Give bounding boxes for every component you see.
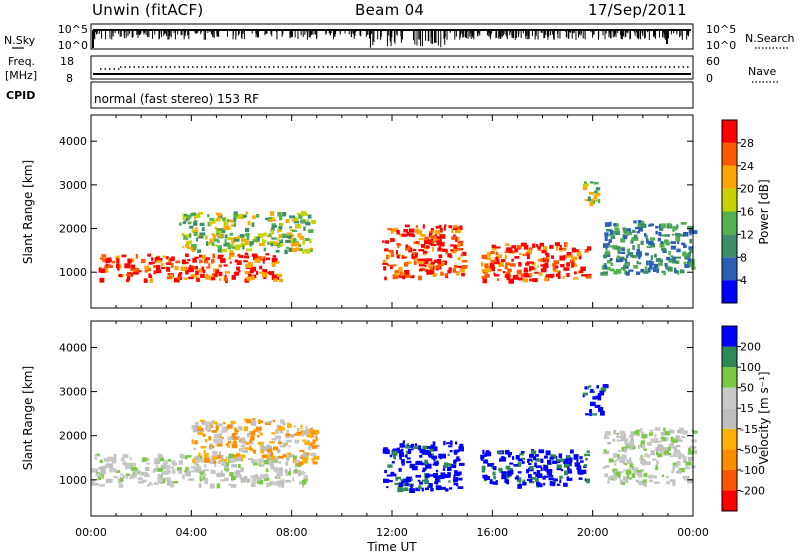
power-heatmap [98, 181, 698, 284]
cpid-label: CPID [6, 89, 35, 102]
freq-label: Freq. [8, 55, 35, 68]
nsky-tick-high: 10^5 [58, 23, 88, 36]
y-tick-label: 3000 [59, 179, 87, 192]
colorbar-tick-label: -100 [740, 464, 765, 477]
heatmap-region [382, 440, 465, 493]
nave-label: Nave [748, 65, 776, 78]
velocity-colorbar-label: Velocity [m s⁻¹] [757, 371, 771, 464]
colorbar-swatch [722, 211, 737, 235]
colorbar-tick-label: 4 [740, 274, 747, 287]
heatmap-region [191, 418, 320, 467]
nave-tick-low: 0 [706, 72, 713, 85]
nsearch-label: N.Search [745, 32, 795, 45]
x-tick-label: 04:00 [175, 526, 207, 539]
y-tick-label: 1000 [59, 474, 87, 487]
colorbar-tick-label: 100 [740, 361, 761, 374]
cpid-panel: CPID normal (fast stereo) 153 RF [6, 81, 694, 109]
nsky-label: N.Sky [4, 34, 36, 47]
colorbar-swatch [722, 188, 737, 212]
freq-panel: Freq. [MHz] 18 8 60 0 Nave [5, 55, 778, 85]
y-tick-label: 4000 [59, 135, 87, 148]
colorbar-swatch [722, 346, 737, 368]
colorbar-swatch [722, 449, 737, 470]
colorbar-swatch [722, 387, 737, 409]
velocity-ylabel: Slant Range [km] [21, 366, 35, 470]
colorbar-swatch [722, 408, 737, 429]
y-tick-label: 4000 [59, 341, 87, 354]
freq-tick-high: 18 [60, 55, 74, 68]
time-axis-title: Time UT [366, 540, 417, 554]
power-panel: 1000 2000 3000 4000 Slant Range [km] 4 8 12 16… [21, 114, 771, 309]
colorbar-swatch [722, 428, 737, 450]
heatmap-region [179, 211, 316, 255]
y-tick-label: 2000 [59, 430, 87, 443]
beam-title: Beam 04 [355, 1, 425, 19]
colorbar-swatch [722, 120, 737, 143]
colorbar-tick-label: 15 [740, 402, 754, 415]
colorbar-swatch [722, 280, 737, 303]
time-axis-labels: 00:00 04:00 08:00 12:00 16:00 20:00 00:00 [75, 526, 709, 539]
colorbar-swatch [722, 490, 737, 511]
y-tick-label: 1000 [59, 266, 87, 279]
heatmap-region [582, 181, 601, 207]
velocity-colorbar: -200 -100 -50 -15 15 50 100 200 [721, 325, 765, 512]
colorbar-tick-label: -15 [740, 423, 758, 436]
freq-unit: [MHz] [5, 69, 37, 82]
x-tick-label: 00:00 [677, 526, 709, 539]
x-tick-label: 16:00 [476, 526, 508, 539]
nsearch-tick-low: 10^0 [706, 39, 736, 52]
power-ylabel: Slant Range [km] [21, 160, 35, 264]
power-colorbar-label: Power [dB] [757, 179, 771, 244]
colorbar-swatch [722, 142, 737, 166]
colorbar-tick-label: 50 [740, 382, 754, 395]
nsky-series [92, 29, 691, 48]
station-title: Unwin (fitACF) [92, 1, 204, 19]
colorbar-tick-label: -50 [740, 443, 758, 456]
heatmap-region [480, 242, 592, 284]
colorbar-swatch [722, 234, 737, 258]
y-tick-label: 2000 [59, 223, 87, 236]
x-tick-label: 12:00 [376, 526, 408, 539]
colorbar-swatch [722, 326, 737, 347]
colorbar-tick-label: 20 [740, 183, 754, 196]
velocity-panel: 1000 2000 3000 4000 Slant Range [km] -200 -1… [21, 320, 771, 554]
velocity-heatmap [91, 384, 698, 493]
colorbar-swatch [722, 165, 737, 189]
nsky-panel: N.Sky 10^5 10^0 10^5 10^0 N.Search [4, 23, 795, 52]
colorbar-swatch [722, 469, 737, 491]
colorbar-tick-label: 16 [740, 206, 754, 219]
nsearch-tick-high: 10^5 [706, 23, 736, 36]
colorbar-swatch [722, 257, 737, 281]
power-colorbar: 4 8 12 16 20 24 28 [721, 119, 754, 304]
colorbar-tick-label: 24 [740, 160, 754, 173]
colorbar-swatch [722, 367, 737, 388]
colorbar-tick-label: 200 [740, 341, 761, 354]
x-tick-label: 08:00 [276, 526, 308, 539]
heatmap-region [582, 384, 609, 417]
date-title: 17/Sep/2011 [588, 1, 687, 19]
colorbar-tick-label: 12 [740, 228, 754, 241]
x-tick-label: 00:00 [75, 526, 107, 539]
heatmap-region [98, 252, 283, 284]
x-tick-label: 20:00 [577, 526, 609, 539]
colorbar-tick-label: 28 [740, 137, 754, 150]
heatmap-region [382, 224, 468, 281]
heatmap-region [602, 427, 698, 487]
cpid-mode: normal (fast stereo) 153 RF [94, 92, 259, 106]
freq-tick-low: 8 [66, 72, 73, 85]
heatmap-region [600, 220, 698, 276]
nave-tick-high: 60 [706, 55, 720, 68]
y-tick-label: 3000 [59, 386, 87, 399]
heatmap-region [480, 449, 590, 489]
heatmap-region [91, 453, 309, 489]
colorbar-tick-label: -200 [740, 484, 765, 497]
colorbar-tick-label: 8 [740, 251, 747, 264]
nsky-tick-low: 10^0 [58, 39, 88, 52]
